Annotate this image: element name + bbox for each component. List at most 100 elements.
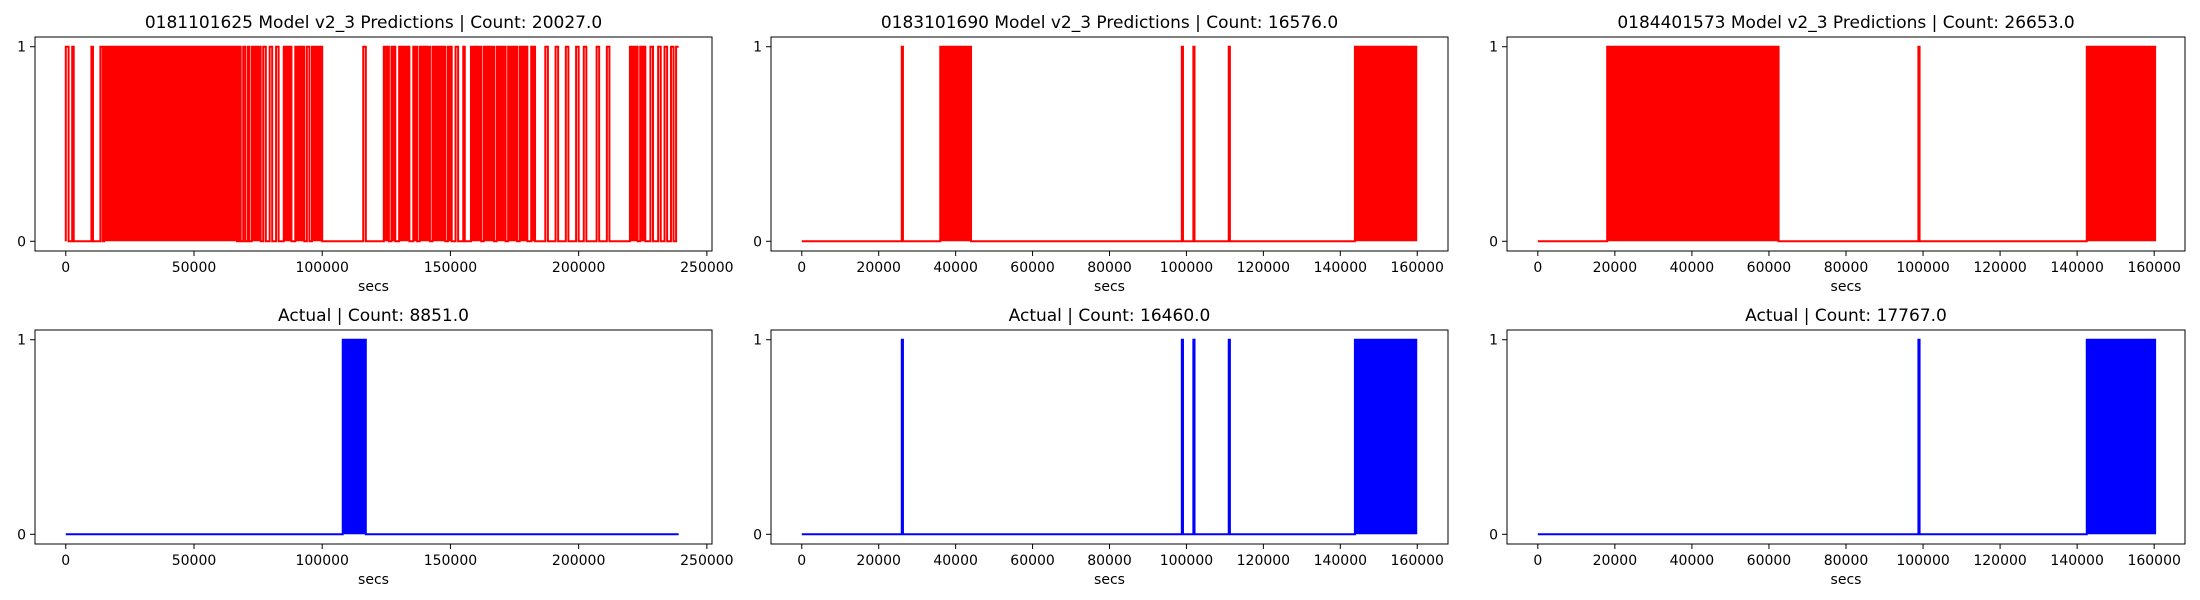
y-tick-label: 1 <box>1489 333 1498 349</box>
x-tick-label: 60000 <box>1747 260 1792 276</box>
y-tick-label: 0 <box>753 527 762 543</box>
series-on-block <box>1354 339 1418 535</box>
x-tick-label: 140000 <box>2050 260 2103 276</box>
series-on-block <box>629 46 638 242</box>
plot-frame <box>34 36 713 252</box>
chart-title: Actual | Count: 16460.0 <box>1009 306 1211 326</box>
series-on-block <box>419 46 430 242</box>
chart-title: 0181101625 Model v2_3 Predictions | Coun… <box>145 13 602 33</box>
plot-frame <box>770 36 1449 252</box>
x-tick-label: 120000 <box>1237 260 1290 276</box>
y-tick-label: 0 <box>1489 527 1498 543</box>
chart-panel-5: Actual | Count: 16460.0 0 20000 40000 60000 8… <box>753 306 1449 588</box>
x-tick-label: 60000 <box>1010 553 1055 569</box>
series-on-block <box>311 46 323 242</box>
chart-title: Actual | Count: 8851.0 <box>278 306 469 326</box>
series-on-block <box>531 46 536 242</box>
chart-panel-2: 0183101690 Model v2_3 Predictions | Coun… <box>753 13 1449 295</box>
x-tick-label: 140000 <box>1314 553 1367 569</box>
series-on-block <box>470 46 482 242</box>
x-tick-label: 40000 <box>1670 553 1715 569</box>
y-tick-label: 1 <box>753 40 762 56</box>
x-tick-label: 120000 <box>1973 553 2026 569</box>
series-on-block <box>496 46 506 242</box>
series-on-block <box>447 46 452 242</box>
x-tick-label: 150000 <box>424 260 477 276</box>
series-on-block <box>283 46 292 242</box>
series-line <box>1537 338 2157 536</box>
series-on-block <box>432 46 446 242</box>
series-line <box>801 45 1418 243</box>
chart-panel-1: 0181101625 Model v2_3 Predictions | Coun… <box>17 13 734 295</box>
x-tick-label: 20000 <box>856 260 901 276</box>
x-tick-label: 60000 <box>1747 553 1792 569</box>
chart-panel-4: Actual | Count: 8851.0 0 50000 100000 150000… <box>17 306 734 588</box>
series-line <box>65 338 679 536</box>
x-tick-label: 160000 <box>2127 260 2180 276</box>
x-axis-label: secs <box>1831 572 1862 588</box>
series-on-block <box>251 46 261 242</box>
x-tick-label: 100000 <box>295 260 348 276</box>
x-tick-label: 50000 <box>172 260 217 276</box>
x-tick-label: 200000 <box>552 553 605 569</box>
x-tick-label: 150000 <box>424 553 477 569</box>
series-on-block <box>383 46 389 242</box>
x-tick-label: 160000 <box>2127 553 2180 569</box>
chart-title: 0184401573 Model v2_3 Predictions | Coun… <box>1617 13 2074 33</box>
y-tick-label: 1 <box>753 333 762 349</box>
x-tick-label: 100000 <box>1160 260 1213 276</box>
x-tick-label: 140000 <box>1314 260 1367 276</box>
x-tick-label: 40000 <box>1670 260 1715 276</box>
x-tick-label: 80000 <box>1824 260 1869 276</box>
series-on-block <box>295 46 305 242</box>
x-tick-label: 100000 <box>1896 260 1949 276</box>
y-tick-label: 0 <box>17 234 26 250</box>
x-axis-label: secs <box>358 572 389 588</box>
y-tick-label: 1 <box>17 40 26 56</box>
x-tick-label: 0 <box>61 260 70 276</box>
series-on-block <box>1354 46 1418 242</box>
x-axis-label: secs <box>1094 279 1125 295</box>
series-on-block <box>342 339 366 535</box>
x-axis-label: secs <box>358 279 389 295</box>
x-tick-label: 100000 <box>295 553 348 569</box>
x-tick-label: 0 <box>1533 553 1542 569</box>
series-on-block <box>391 46 396 242</box>
x-tick-label: 100000 <box>1896 553 1949 569</box>
x-axis-label: secs <box>1094 572 1125 588</box>
y-tick-label: 1 <box>17 333 26 349</box>
series-on-block <box>2086 339 2157 535</box>
x-tick-label: 80000 <box>1824 553 1869 569</box>
series-line <box>801 338 1418 536</box>
x-tick-label: 120000 <box>1237 553 1290 569</box>
y-tick-label: 0 <box>17 527 26 543</box>
chart-panel-6: Actual | Count: 17767.0 0 20000 40000 60000 8… <box>1489 306 2186 588</box>
series-on-block <box>640 46 646 242</box>
series-on-block <box>413 46 418 242</box>
x-tick-label: 250000 <box>680 260 733 276</box>
x-axis-label: secs <box>1831 279 1862 295</box>
chart-title: Actual | Count: 17767.0 <box>1745 306 1947 326</box>
chart-title: 0183101690 Model v2_3 Predictions | Coun… <box>881 13 1338 33</box>
plot-frame <box>1506 329 2186 545</box>
x-tick-label: 0 <box>1533 260 1542 276</box>
series-on-block <box>508 46 518 242</box>
x-tick-label: 0 <box>797 553 806 569</box>
x-tick-label: 20000 <box>856 553 901 569</box>
y-tick-label: 0 <box>753 234 762 250</box>
x-tick-label: 80000 <box>1087 553 1132 569</box>
x-tick-label: 140000 <box>2050 553 2103 569</box>
x-tick-label: 60000 <box>1010 260 1055 276</box>
series-on-block <box>1607 46 1779 242</box>
x-tick-label: 160000 <box>1391 553 1444 569</box>
y-tick-label: 0 <box>1489 234 1498 250</box>
x-tick-label: 160000 <box>1391 260 1444 276</box>
series-on-block <box>483 46 495 242</box>
series-on-block <box>2086 46 2157 242</box>
x-tick-label: 20000 <box>1593 260 1638 276</box>
x-tick-label: 100000 <box>1160 553 1213 569</box>
chart-panel-3: 0184401573 Model v2_3 Predictions | Coun… <box>1489 13 2186 295</box>
x-tick-label: 120000 <box>1973 260 2026 276</box>
x-tick-label: 200000 <box>552 260 605 276</box>
